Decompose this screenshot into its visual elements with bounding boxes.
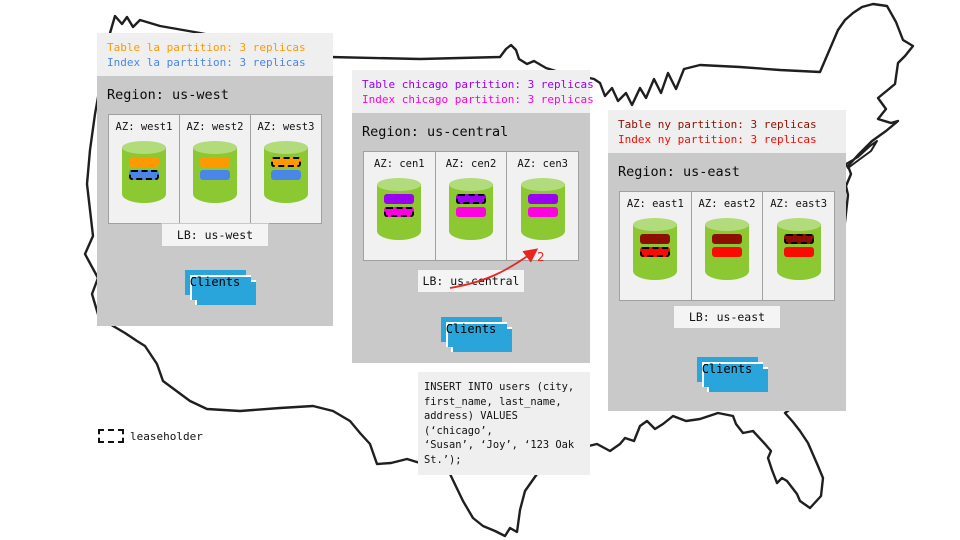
az-box-west1: AZ: west1 (109, 115, 180, 223)
table-replica (129, 157, 159, 167)
us-map-path (83, 2, 915, 538)
region-title: Region: us-east (618, 164, 740, 180)
region-title: Region: us-central (362, 124, 509, 140)
table-replica-leaseholder (456, 194, 486, 204)
az-label: AZ: west1 (115, 121, 173, 133)
region-column-us-central: Table chicago partition: 3 replicas Inde… (352, 70, 594, 363)
database-node-icon (705, 218, 749, 280)
az-label: AZ: cen1 (374, 158, 425, 170)
az-box-west3: AZ: west3 (251, 115, 321, 223)
long-island-outline (845, 140, 878, 169)
az-box-west2: AZ: west2 (180, 115, 251, 223)
database-node-icon (193, 141, 237, 203)
index-partition-note: Index ny partition: 3 replicas (618, 133, 817, 146)
az-box-cen3: AZ: cen3 (507, 152, 578, 260)
az-label: AZ: east2 (698, 198, 756, 210)
database-node-icon (520, 178, 565, 240)
az-box-east2: AZ: east2 (692, 192, 764, 300)
leaseholder-swatch-icon (98, 429, 124, 443)
region-panel-us-east: Region: us-east AZ: east1 AZ: east2 (608, 153, 846, 411)
partition-note-us-east: Table ny partition: 3 replicas Index ny … (608, 110, 846, 153)
index-replica-leaseholder (129, 170, 159, 180)
az-row-us-east: AZ: east1 AZ: east2 (619, 191, 835, 301)
region-panel-us-west: Region: us-west AZ: west1 AZ: west2 (97, 76, 333, 326)
table-replica-leaseholder (271, 157, 301, 167)
table-replica-leaseholder (783, 234, 814, 244)
az-box-east1: AZ: east1 (620, 192, 692, 300)
step-2-label: 2 (537, 249, 545, 264)
table-partition-note: Table ny partition: 3 replicas (618, 118, 817, 131)
database-node-icon (776, 218, 821, 280)
table-partition-note: Table la partition: 3 replicas (107, 41, 306, 54)
index-replica (200, 170, 230, 180)
table-replica (640, 234, 671, 244)
database-node-icon (633, 218, 678, 280)
az-label: AZ: east3 (770, 198, 828, 210)
az-box-cen1: AZ: cen1 (364, 152, 436, 260)
partition-note-us-central: Table chicago partition: 3 replicas Inde… (352, 70, 594, 113)
index-replica (456, 207, 486, 217)
index-replica-leaseholder (384, 207, 415, 217)
index-partition-note: Index la partition: 3 replicas (107, 56, 306, 69)
index-replica (712, 247, 742, 257)
clients-node-us-east: Clients (696, 357, 758, 382)
database-node-icon (264, 141, 308, 203)
load-balancer-us-west: LB: us-west (161, 223, 269, 247)
region-column-us-east: Table ny partition: 3 replicas Index ny … (608, 110, 846, 411)
table-replica (712, 234, 742, 244)
az-row-us-west: AZ: west1 AZ: west2 (108, 114, 322, 224)
index-replica-leaseholder (640, 247, 671, 257)
az-box-cen2: AZ: cen2 (436, 152, 508, 260)
clients-node-us-west: Clients (184, 270, 246, 295)
az-label: AZ: east1 (626, 198, 684, 210)
partition-note-us-west: Table la partition: 3 replicas Index la … (97, 33, 333, 76)
az-box-east3: AZ: east3 (763, 192, 834, 300)
table-replica (527, 194, 558, 204)
az-label: AZ: west2 (186, 121, 244, 133)
load-balancer-us-central: LB: us-central (417, 269, 525, 293)
az-label: AZ: west3 (257, 121, 315, 133)
index-replica (527, 207, 558, 217)
region-panel-us-central: Region: us-central AZ: cen1 AZ: cen2 (352, 113, 590, 363)
load-balancer-us-east: LB: us-east (673, 305, 781, 329)
leaseholder-legend-label: leaseholder (130, 429, 203, 443)
index-replica (271, 170, 301, 180)
index-replica (783, 247, 814, 257)
az-row-us-central: AZ: cen1 AZ: cen2 (363, 151, 579, 261)
sql-insert-note: INSERT INTO users (city, first_name, las… (418, 372, 590, 475)
database-node-icon (449, 178, 493, 240)
table-partition-note: Table chicago partition: 3 replicas (362, 78, 594, 91)
region-column-us-west: Table la partition: 3 replicas Index la … (97, 33, 333, 326)
clients-node-us-central: Clients (440, 317, 502, 342)
az-label: AZ: cen2 (445, 158, 497, 170)
table-replica (200, 157, 230, 167)
database-node-icon (377, 178, 422, 240)
database-node-icon (122, 141, 166, 203)
table-replica (384, 194, 415, 204)
region-title: Region: us-west (107, 87, 229, 103)
index-partition-note: Index chicago partition: 3 replicas (362, 93, 594, 106)
az-label: AZ: cen3 (517, 158, 568, 170)
leaseholder-legend: leaseholder (98, 429, 203, 443)
